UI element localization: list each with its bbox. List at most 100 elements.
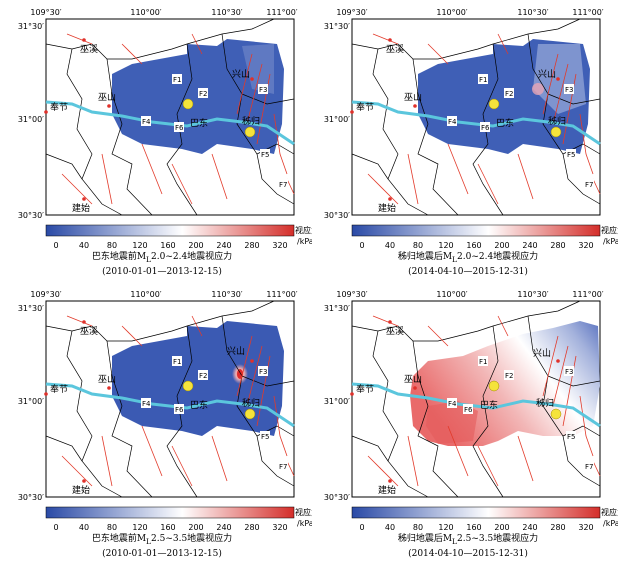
admin-boundaries bbox=[351, 300, 601, 498]
cb-tick: 0 bbox=[359, 241, 364, 250]
caption-dates: (2010-01-01—2013-12-15) bbox=[102, 548, 222, 559]
map-panel-4: 巫溪 兴山 奉节 巫山 巴东 秭归 建始 F1 F2 F3 F4 F5 F6 F… bbox=[318, 286, 618, 566]
fault-label-f2: F2 bbox=[505, 90, 513, 98]
fault-label-f4: F4 bbox=[448, 118, 457, 126]
panel-4-caption: 秭归地震后ML2.5~3.5地震视应力 (2014-04-10—2015-12-… bbox=[318, 533, 618, 560]
fault-label-f2: F2 bbox=[199, 372, 207, 380]
map-panel-3: 巫溪 兴山 奉节 巫山 巴东 秭归 建始 F1 F2 F3 F4 F5 F6 F… bbox=[12, 286, 312, 566]
cb-tick: 240 bbox=[522, 523, 537, 532]
cb-tick: 160 bbox=[160, 523, 175, 532]
epicenter-badong bbox=[182, 380, 194, 392]
label-zigui: 秭归 bbox=[548, 115, 566, 127]
lat-tick-2: 31°00′ bbox=[18, 115, 44, 124]
town-markers bbox=[350, 38, 560, 201]
colorbar-title: 视应力 bbox=[601, 507, 618, 517]
cb-tick: 80 bbox=[107, 523, 117, 532]
fault-label-f5: F5 bbox=[261, 151, 269, 159]
map-panel-1-svg: 巫溪 兴山 奉节 巫山 巴东 秭归 建始 F1 F2 F3 F4 F5 F6 F… bbox=[18, 8, 312, 250]
fault-label-f7: F7 bbox=[279, 463, 287, 471]
lon-tick-2: 110°00′ bbox=[130, 8, 161, 17]
epicenter-badong bbox=[488, 98, 500, 110]
caption-prefix: 巴东地震前M bbox=[91, 252, 147, 262]
caption-sub: L bbox=[452, 536, 458, 546]
cb-tick: 240 bbox=[216, 241, 231, 250]
lon-tick-3: 110°30′ bbox=[211, 8, 242, 17]
lon-tick-3: 110°30′ bbox=[517, 290, 548, 299]
panel-3-caption: 巴东地震前ML2.5~3.5地震视应力 (2010-01-01—2013-12-… bbox=[12, 533, 312, 560]
label-fengjie: 奉节 bbox=[356, 383, 374, 395]
label-wuxi: 巫溪 bbox=[80, 43, 98, 55]
caption-dates: (2010-01-01—2013-12-15) bbox=[102, 266, 222, 277]
lat-tick-1: 31°30′ bbox=[18, 304, 44, 313]
caption-rest: 2.0~2.4地震视应力 bbox=[151, 252, 233, 262]
label-jianshi: 建始 bbox=[378, 484, 396, 496]
colorbar-unit: /kPa bbox=[297, 237, 312, 246]
fault-label-f1: F1 bbox=[479, 358, 487, 366]
map-panel-2: 巫溪 兴山 奉节 巫山 巴东 秭归 建始 F1 F2 F3 F4 F5 F6 F… bbox=[318, 4, 618, 284]
panel-1-caption: 巴东地震前ML2.0~2.4地震视应力 (2010-01-01—2013-12-… bbox=[12, 251, 312, 278]
cb-tick: 240 bbox=[216, 523, 231, 532]
label-badong: 巴东 bbox=[480, 399, 498, 411]
fault-label-f1: F1 bbox=[479, 76, 487, 84]
faults bbox=[61, 315, 295, 487]
label-jianshi: 建始 bbox=[72, 202, 90, 214]
cb-tick: 40 bbox=[385, 241, 395, 250]
epicenter-badong bbox=[182, 98, 194, 110]
cb-tick: 40 bbox=[385, 523, 395, 532]
cb-tick: 280 bbox=[550, 523, 565, 532]
faults bbox=[367, 315, 601, 487]
fault-label-f3: F3 bbox=[259, 368, 267, 376]
cb-tick: 0 bbox=[53, 241, 58, 250]
lon-tick-4: 111°00′ bbox=[266, 8, 297, 17]
caption-rest: 2.5~3.5地震视应力 bbox=[151, 534, 233, 544]
fault-label-f6: F6 bbox=[464, 406, 473, 414]
caption-rest: 2.0~2.4地震视应力 bbox=[457, 252, 539, 262]
fault-label-f5: F5 bbox=[567, 433, 575, 441]
colorbar bbox=[45, 506, 295, 519]
fault-label-f7: F7 bbox=[279, 181, 287, 189]
fault-label-f7: F7 bbox=[585, 463, 593, 471]
cb-tick: 320 bbox=[578, 241, 593, 250]
lat-tick-2: 31°00′ bbox=[324, 115, 350, 124]
cb-tick: 200 bbox=[494, 241, 509, 250]
caption-dates: (2014-04-10—2015-12-31) bbox=[408, 548, 528, 559]
town-markers bbox=[44, 320, 254, 483]
town-markers bbox=[44, 38, 254, 201]
cb-tick: 120 bbox=[132, 523, 147, 532]
epicenter-zigui bbox=[244, 126, 256, 138]
label-jianshi: 建始 bbox=[378, 202, 396, 214]
colorbar-title: 视应力 bbox=[295, 225, 312, 235]
colorbar-unit: /kPa bbox=[297, 519, 312, 528]
label-wushan: 巫山 bbox=[404, 92, 422, 103]
label-badong: 巴东 bbox=[190, 117, 208, 129]
cb-tick: 320 bbox=[272, 523, 287, 532]
cb-tick: 0 bbox=[53, 523, 58, 532]
cb-tick: 120 bbox=[438, 523, 453, 532]
epicenter-zigui bbox=[550, 408, 562, 420]
label-xingshan: 兴山 bbox=[232, 69, 250, 80]
lon-tick-4: 111°00′ bbox=[572, 8, 603, 17]
map-panel-4-svg: 巫溪 兴山 奉节 巫山 巴东 秭归 建始 F1 F2 F3 F4 F5 F6 F… bbox=[324, 290, 618, 532]
label-fengjie: 奉节 bbox=[50, 383, 68, 395]
cb-tick: 160 bbox=[160, 241, 175, 250]
caption-dates: (2014-04-10—2015-12-31) bbox=[408, 266, 528, 277]
lat-tick-1: 31°30′ bbox=[18, 22, 44, 31]
label-zigui: 秭归 bbox=[536, 397, 554, 409]
fault-label-f1: F1 bbox=[173, 76, 181, 84]
cb-tick: 240 bbox=[522, 241, 537, 250]
lon-tick-1: 109°30′ bbox=[30, 8, 61, 17]
fault-label-f6: F6 bbox=[175, 124, 184, 132]
cb-tick: 80 bbox=[413, 523, 423, 532]
colorbar-title: 视应力 bbox=[601, 225, 618, 235]
fault-label-f5: F5 bbox=[261, 433, 269, 441]
label-wushan: 巫山 bbox=[98, 92, 116, 103]
caption-sub: L bbox=[146, 536, 152, 546]
cb-tick: 320 bbox=[272, 241, 287, 250]
label-wushan: 巫山 bbox=[404, 374, 422, 385]
fault-label-f2: F2 bbox=[199, 90, 207, 98]
lat-tick-1: 31°30′ bbox=[324, 22, 350, 31]
cb-tick: 80 bbox=[107, 241, 117, 250]
fault-label-f3: F3 bbox=[565, 368, 573, 376]
admin-boundaries bbox=[45, 300, 295, 498]
map-panel-2-svg: 巫溪 兴山 奉节 巫山 巴东 秭归 建始 F1 F2 F3 F4 F5 F6 F… bbox=[324, 8, 618, 250]
